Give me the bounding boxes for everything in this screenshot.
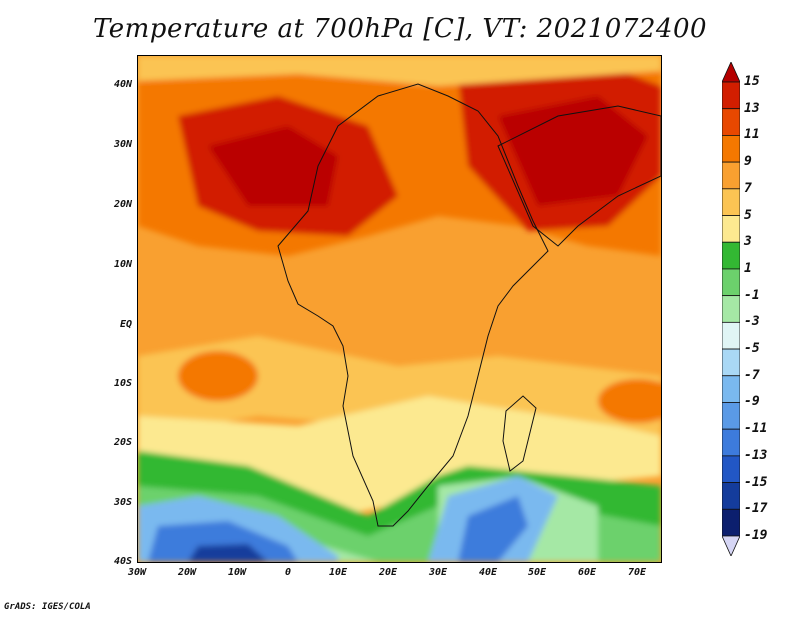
colorbar-swatch — [722, 321, 740, 350]
lon-label-30e: 30E — [428, 567, 448, 578]
credit-text: GrADS: IGES/COLA — [4, 602, 91, 612]
temp-band-15-sahara — [208, 126, 338, 206]
temp-band-5-south — [138, 336, 661, 436]
temp-band-neg13-west — [148, 521, 298, 562]
colorbar-swatch — [722, 241, 740, 270]
colorbar-label: -15 — [744, 474, 768, 490]
lat-label-40s: 40S — [113, 556, 132, 567]
colorbar-label: -1 — [744, 287, 760, 303]
colorbar-label: -3 — [744, 314, 760, 330]
lat-label-20s: 20S — [113, 437, 132, 448]
lon-label-40e: 40E — [478, 567, 498, 578]
colorbar-label: -19 — [744, 528, 768, 543]
lat-label-30s: 30S — [113, 497, 132, 508]
colorbar-swatch — [722, 161, 740, 190]
colorbar-bottom-arrow — [722, 535, 740, 556]
lon-label-10e: 10E — [328, 567, 348, 578]
colorbar-swatch — [722, 402, 740, 430]
lat-label-eq: EQ — [119, 319, 132, 330]
lon-label-50e: 50E — [527, 567, 547, 578]
lat-label-10s: 10S — [113, 378, 132, 389]
colorbar-label: 9 — [744, 154, 752, 170]
colorbar-swatch — [722, 295, 740, 323]
lon-label-30w: 30W — [127, 567, 147, 578]
temperature-map — [137, 55, 662, 563]
lon-label-0: 0 — [284, 567, 292, 578]
colorbar-swatch — [722, 188, 740, 216]
colorbar-label: 1 — [744, 260, 752, 276]
africa-outline — [277, 83, 549, 527]
lon-label-10w: 10W — [227, 567, 247, 578]
colorbar-swatch — [722, 428, 740, 457]
lon-label-20w: 20W — [177, 567, 197, 578]
temp-band-neg13-east — [458, 496, 528, 562]
colorbar-label: 15 — [744, 74, 760, 89]
temp-band-neg17-west — [188, 544, 268, 562]
colorbar-swatch — [722, 482, 740, 510]
colorbar-swatch — [722, 508, 740, 537]
lat-label-40n: 40N — [113, 79, 132, 90]
colorbar-label: -11 — [744, 421, 768, 437]
lat-label-10n: 10N — [113, 259, 132, 270]
map-title: Temperature at 700hPa [C], VT: 202107240… — [92, 14, 708, 44]
colorbar-label: -7 — [744, 367, 760, 383]
temp-pocket-atlantic — [178, 351, 258, 401]
colorbar-label: 7 — [744, 180, 752, 196]
colorbar-label: 5 — [744, 207, 752, 223]
colorbar-swatch — [722, 81, 740, 110]
colorbar-swatch — [722, 108, 740, 136]
arabia-outline — [497, 105, 661, 247]
temp-band-15-arabia — [498, 96, 648, 206]
temp-pocket-indian — [598, 379, 661, 423]
temp-band-5-north — [138, 56, 661, 86]
lat-label-30n: 30N — [113, 139, 132, 150]
colorbar-swatch — [722, 268, 740, 297]
colorbar-swatch — [722, 375, 740, 403]
colorbar-label: -9 — [744, 394, 760, 410]
colorbar-swatch — [722, 135, 740, 163]
lat-label-20n: 20N — [113, 199, 132, 210]
colorbar — [722, 62, 740, 556]
colorbar-swatch — [722, 215, 740, 243]
colorbar-label: -13 — [744, 447, 768, 463]
colorbar-label: -17 — [744, 501, 768, 517]
colorbar-label: 13 — [744, 100, 760, 116]
lon-label-60e: 60E — [577, 567, 597, 578]
colorbar-swatch — [722, 455, 740, 483]
colorbar-label: 3 — [744, 234, 752, 250]
lon-label-20e: 20E — [378, 567, 398, 578]
madagascar-outline — [502, 395, 537, 472]
temperature-field — [138, 56, 661, 562]
lon-label-70e: 70E — [627, 567, 647, 578]
colorbar-label: 11 — [744, 127, 760, 143]
colorbar-swatch — [722, 348, 740, 377]
colorbar-top-arrow — [722, 62, 740, 83]
colorbar-label: -5 — [744, 341, 760, 357]
